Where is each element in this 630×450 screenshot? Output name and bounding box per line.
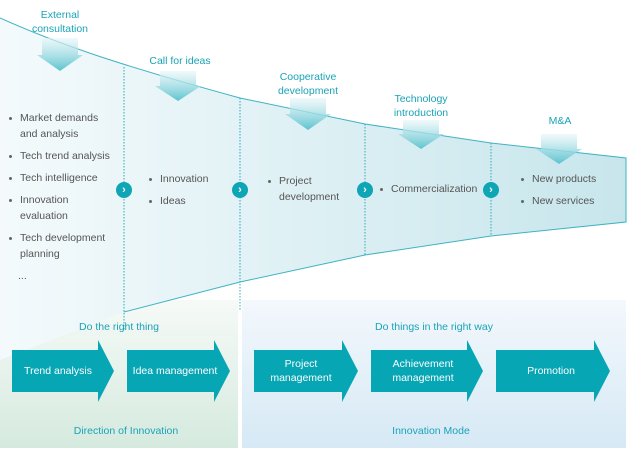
chevron-right-icon: › (116, 182, 132, 198)
list-item: Tech development planning (8, 230, 113, 262)
input-label: External consultation (31, 9, 89, 35)
process-arrow (12, 340, 114, 402)
input-label: Cooperative development (277, 71, 339, 97)
list-item: Innovation (148, 171, 238, 187)
down-arrow-icon (285, 98, 331, 130)
down-arrow-icon (155, 71, 201, 101)
down-arrow-icon (398, 120, 444, 149)
right-panel-subtitle: Do things in the right way (375, 321, 493, 333)
process-arrow (496, 340, 610, 402)
stage-1-list: Market demands and analysis Tech trend a… (8, 110, 113, 284)
input-label: Technology introduction (393, 93, 449, 119)
stage-4-list: Commercialization (379, 181, 489, 203)
right-panel-title: Innovation Mode (392, 425, 470, 437)
list-item: Tech trend analysis (8, 148, 113, 164)
left-panel-subtitle: Do the right thing (79, 321, 159, 333)
funnel-shape (0, 18, 626, 360)
process-arrow (371, 340, 483, 402)
process-arrow (254, 340, 358, 402)
stage-5-list: New products New services (520, 171, 620, 215)
stage-3-list: Project development (267, 173, 347, 211)
input-label: M&A (548, 115, 572, 127)
input-label: Call for ideas (149, 55, 211, 67)
step-idea-management: Idea management (132, 365, 218, 377)
down-arrow-icon (37, 38, 83, 71)
list-item: Market demands and analysis (8, 110, 113, 142)
step-achievement-management: Achievement management (392, 358, 454, 384)
step-trend-analysis: Trend analysis (24, 365, 92, 377)
chevron-right-icon: › (483, 182, 499, 198)
chevron-right-icon: › (232, 182, 248, 198)
process-arrow (127, 340, 230, 402)
list-item: New services (520, 193, 620, 209)
list-item: Tech intelligence (8, 170, 113, 186)
list-item: Ideas (148, 193, 238, 209)
left-panel-title: Direction of Innovation (73, 425, 179, 437)
down-arrow-icon (536, 134, 582, 164)
step-project-management: Project management (270, 358, 332, 384)
list-item: Commercialization (379, 181, 489, 197)
step-promotion: Promotion (527, 365, 575, 377)
stage-2-list: Innovation Ideas (148, 171, 238, 215)
list-item: Innovation evaluation (8, 192, 113, 224)
chevron-right-icon: › (357, 182, 373, 198)
more-items-ellipsis: ... (18, 270, 27, 282)
list-item: Project development (267, 173, 347, 205)
list-item: New products (520, 171, 620, 187)
